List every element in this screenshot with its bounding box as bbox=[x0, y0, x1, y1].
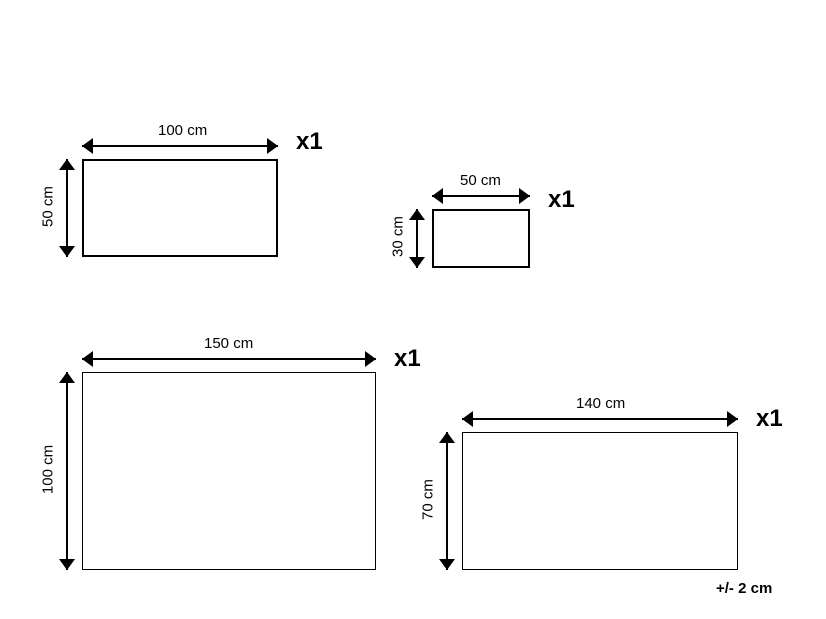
width-label: 50 cm bbox=[460, 172, 501, 189]
width-arrow bbox=[432, 188, 530, 204]
quantity-label: x1 bbox=[548, 186, 575, 214]
height-arrow bbox=[59, 372, 75, 570]
dimension-diagram: 100 cm 50 cm x1 50 cm 30 cm x1 150 cm 100 cm x1 1… bbox=[0, 0, 826, 619]
height-arrow bbox=[59, 159, 75, 257]
width-arrow bbox=[462, 411, 738, 427]
width-label: 140 cm bbox=[576, 395, 625, 412]
width-arrow bbox=[82, 351, 376, 367]
height-label: 100 cm bbox=[40, 440, 57, 500]
width-label: 150 cm bbox=[204, 335, 253, 352]
height-label: 70 cm bbox=[420, 470, 437, 530]
panel-50x30 bbox=[432, 209, 530, 268]
height-arrow bbox=[439, 432, 455, 570]
height-label: 30 cm bbox=[390, 207, 407, 267]
width-arrow bbox=[82, 138, 278, 154]
panel-150x100 bbox=[82, 372, 376, 570]
quantity-label: x1 bbox=[756, 405, 783, 433]
height-arrow bbox=[409, 209, 425, 268]
quantity-label: x1 bbox=[296, 128, 323, 156]
panel-140x70 bbox=[462, 432, 738, 570]
tolerance-note: +/- 2 cm bbox=[716, 580, 772, 597]
height-label: 50 cm bbox=[40, 177, 57, 237]
quantity-label: x1 bbox=[394, 345, 421, 373]
panel-100x50 bbox=[82, 159, 278, 257]
width-label: 100 cm bbox=[158, 122, 207, 139]
